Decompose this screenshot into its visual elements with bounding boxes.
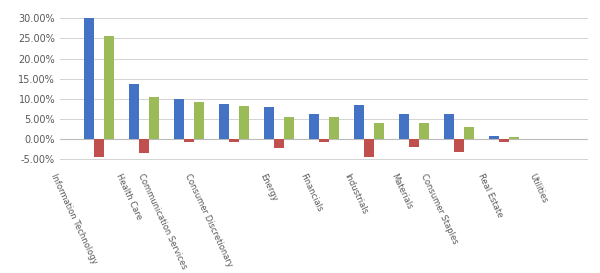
Bar — [129, 84, 139, 139]
Bar — [489, 136, 499, 139]
Bar — [364, 139, 374, 157]
Bar — [274, 139, 284, 148]
Bar — [229, 139, 239, 142]
Bar — [149, 97, 159, 139]
Bar — [139, 139, 149, 153]
Bar — [454, 139, 464, 152]
Bar — [354, 105, 364, 139]
Bar — [509, 137, 519, 139]
Bar — [194, 102, 204, 139]
Bar — [219, 104, 229, 139]
Bar — [174, 99, 184, 139]
Bar — [184, 139, 194, 142]
Bar — [284, 117, 294, 139]
Bar — [444, 114, 454, 139]
Bar — [409, 139, 419, 147]
Bar — [399, 114, 409, 139]
Bar — [464, 127, 474, 139]
Bar — [264, 107, 274, 139]
Bar — [309, 114, 319, 139]
Bar — [94, 139, 104, 157]
Bar — [104, 36, 114, 139]
Bar — [499, 139, 509, 142]
Bar — [239, 106, 249, 139]
Bar — [419, 123, 429, 139]
Bar — [84, 18, 94, 139]
Bar — [329, 117, 339, 139]
Bar — [319, 139, 329, 142]
Bar — [374, 123, 384, 139]
